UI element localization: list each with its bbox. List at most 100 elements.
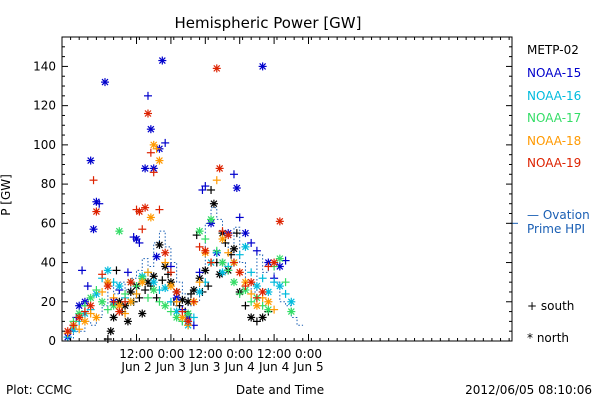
marker-south-noaa-15 xyxy=(135,238,144,247)
marker-south-noaa-19 xyxy=(89,176,98,185)
marker-stroke xyxy=(107,327,115,335)
plot-source: Plot: CCMC xyxy=(6,383,72,397)
marker-stroke xyxy=(264,306,272,314)
marker-north-noaa-16 xyxy=(195,287,204,296)
marker-stroke xyxy=(115,302,123,310)
y-tick-label: 0 xyxy=(48,334,56,348)
marker-south-noaa-19 xyxy=(155,205,164,214)
legend-ovation-line1: — Ovation xyxy=(527,208,590,222)
marker-north-noaa-19 xyxy=(86,301,95,310)
marker-stroke xyxy=(276,217,284,225)
marker-north-noaa-17 xyxy=(218,258,227,267)
marker-south-noaa-16 xyxy=(247,268,256,277)
marker-north-metp-02 xyxy=(106,327,115,336)
marker-south-noaa-17 xyxy=(92,286,101,295)
ovation-step-path xyxy=(62,207,304,342)
marker-north-noaa-17 xyxy=(161,301,170,310)
marker-north-noaa-18 xyxy=(146,213,155,222)
y-tick-label: 80 xyxy=(41,177,56,191)
marker-south-noaa-17 xyxy=(132,282,141,291)
marker-north-noaa-19 xyxy=(161,248,170,257)
marker-south-noaa-18 xyxy=(75,325,84,334)
marker-south-noaa-16 xyxy=(189,313,198,322)
marker-north-noaa-19 xyxy=(141,203,150,212)
marker-stroke xyxy=(81,317,89,325)
marker-north-noaa-17 xyxy=(149,286,158,295)
x-axis-label: Date and Time xyxy=(236,383,324,397)
marker-stroke xyxy=(276,263,284,270)
legend-ovation-line2: Prime HPI xyxy=(527,222,585,236)
legend-label-noaa-18: NOAA-18 xyxy=(527,134,581,148)
x-tick-label-time: 0:00 xyxy=(295,347,322,361)
x-tick-label-date: Jun 2 xyxy=(120,360,151,374)
marker-stroke xyxy=(242,229,249,237)
marker-stroke xyxy=(124,317,132,325)
marker-stroke xyxy=(150,278,158,286)
marker-stroke xyxy=(276,282,284,290)
marker-north-noaa-19 xyxy=(172,287,181,296)
marker-south-noaa-19 xyxy=(252,293,261,302)
marker-south-noaa-19 xyxy=(166,268,175,277)
marker-stroke xyxy=(135,208,143,215)
marker-north-noaa-19 xyxy=(215,164,224,173)
marker-stroke xyxy=(92,198,100,206)
marker-stroke xyxy=(190,286,198,294)
marker-stroke xyxy=(87,157,95,164)
marker-north-noaa-17 xyxy=(98,297,107,306)
marker-north-noaa-19 xyxy=(135,207,144,216)
marker-stroke xyxy=(219,235,226,243)
marker-north-noaa-16 xyxy=(218,268,227,277)
marker-stroke xyxy=(210,200,218,208)
marker-north-metp-02 xyxy=(258,313,267,322)
marker-south-noaa-18 xyxy=(143,268,152,277)
marker-south-noaa-15 xyxy=(83,282,92,291)
marker-south-metp-02 xyxy=(141,286,150,295)
legend: METP-02 NOAA-15 NOAA-16 NOAA-17 NOAA-18 … xyxy=(527,43,590,345)
marker-north-noaa-17 xyxy=(195,227,204,236)
marker-stroke xyxy=(213,64,221,72)
marker-stroke xyxy=(127,278,135,286)
marker-stroke xyxy=(259,62,267,70)
marker-south-noaa-19 xyxy=(69,321,78,330)
marker-stroke xyxy=(156,157,163,164)
marker-stroke xyxy=(270,259,278,266)
marker-stroke xyxy=(98,298,106,306)
marker-north-noaa-15 xyxy=(141,164,150,173)
marker-north-noaa-15 xyxy=(232,184,241,193)
legend-label-noaa-16: NOAA-16 xyxy=(527,89,581,103)
marker-north-noaa-18 xyxy=(264,297,273,306)
marker-south-noaa-16 xyxy=(270,278,279,287)
marker-stroke xyxy=(138,278,146,286)
marker-south-noaa-19 xyxy=(146,148,155,157)
marker-south-noaa-19 xyxy=(195,242,204,251)
marker-north-noaa-16 xyxy=(241,242,250,251)
marker-south-noaa-19 xyxy=(149,168,158,177)
marker-south-noaa-19 xyxy=(229,258,238,267)
marker-north-noaa-15 xyxy=(258,62,267,71)
marker-stroke xyxy=(173,308,181,316)
marker-stroke xyxy=(110,314,118,321)
chart-title: Hemispheric Power [GW] xyxy=(175,14,362,32)
marker-north-metp-02 xyxy=(126,287,135,296)
marker-south-metp-02 xyxy=(232,229,241,238)
marker-south-noaa-15 xyxy=(143,91,152,100)
marker-stroke xyxy=(219,259,226,266)
marker-south-noaa-19 xyxy=(218,227,227,236)
marker-north-noaa-19 xyxy=(103,282,112,291)
marker-south-noaa-19 xyxy=(109,297,118,306)
x-tick-label-time: 0:00 xyxy=(157,347,184,361)
marker-south-noaa-19 xyxy=(264,262,273,271)
marker-south-noaa-18 xyxy=(152,144,161,153)
marker-north-metp-02 xyxy=(247,313,256,322)
marker-south-noaa-17 xyxy=(224,266,233,275)
marker-north-noaa-19 xyxy=(63,327,72,336)
legend-label-noaa-15: NOAA-15 xyxy=(527,66,581,80)
marker-north-noaa-15 xyxy=(75,301,84,310)
marker-stroke xyxy=(127,298,135,306)
x-tick-label-date: Jun 3 xyxy=(155,360,186,374)
marker-north-noaa-19 xyxy=(224,231,233,240)
marker-north-noaa-18 xyxy=(218,235,227,244)
marker-stroke xyxy=(287,308,295,316)
marker-stroke xyxy=(115,227,123,235)
marker-south-noaa-18 xyxy=(98,287,107,296)
